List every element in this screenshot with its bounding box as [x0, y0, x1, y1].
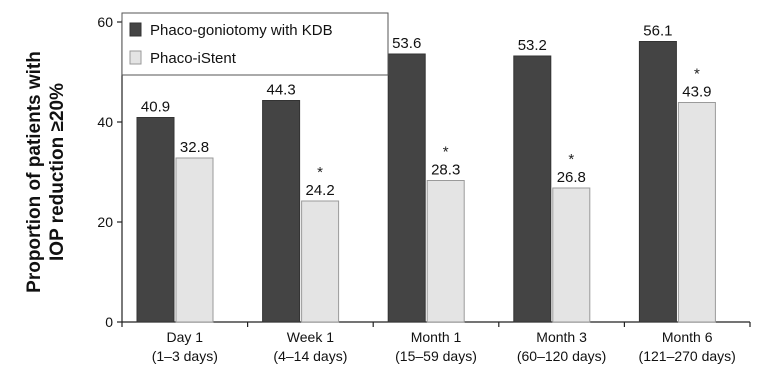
bar-kdb: [638, 41, 677, 323]
legend: Phaco-goniotomy with KDB Phaco-iStent: [121, 12, 389, 76]
y-tick-label: 20: [97, 214, 113, 230]
x-tick-label-line: Week 1: [287, 329, 334, 345]
value-label-kdb: 56.1: [643, 23, 672, 40]
x-tick-label-line: (15–59 days): [395, 348, 477, 364]
y-axis-title: Proportion of patients with IOP reduction…: [24, 51, 68, 293]
significance-marker: *: [443, 144, 449, 161]
significance-marker: *: [694, 66, 700, 83]
x-tick-label-line: (121–270 days): [639, 348, 736, 364]
value-label-istent: 43.9: [682, 84, 711, 101]
x-tick-label: Month 3 (60–120 days): [517, 329, 607, 364]
y-axis-title-line: IOP reduction ≥20%: [47, 83, 68, 261]
x-tick-label: Day 1 (1–3 days): [152, 329, 218, 364]
x-tick-label-line: (1–3 days): [152, 348, 218, 364]
x-tick-label-line: (4–14 days): [273, 348, 347, 364]
significance-marker: *: [568, 151, 574, 168]
bar-istent: [175, 157, 214, 323]
bar-kdb: [387, 53, 426, 323]
legend-label-kdb: Phaco-goniotomy with KDB: [150, 22, 333, 39]
y-axis-label: Proportion of patients with IOP reduction…: [24, 51, 68, 293]
value-label-kdb: 44.3: [266, 82, 295, 99]
value-label-kdb: 53.6: [392, 35, 421, 52]
significance-marker: *: [317, 164, 323, 181]
legend-box: [121, 12, 389, 76]
bar-kdb: [262, 100, 301, 323]
legend-label-istent: Phaco-iStent: [150, 50, 237, 67]
bar-istent: [677, 102, 716, 323]
x-tick-label-line: Month 3: [536, 329, 587, 345]
value-labels: 40.932.844.324.2*53.628.3*53.226.8*56.14…: [141, 23, 712, 200]
x-tick-label: Month 1 (15–59 days): [395, 329, 477, 364]
bar-istent: [426, 180, 465, 323]
y-tick-label: 60: [97, 14, 113, 30]
value-label-kdb: 53.2: [518, 37, 547, 54]
x-tick-label: Month 6 (121–270 days): [639, 329, 736, 364]
value-label-istent: 26.8: [557, 169, 586, 186]
y-tick-label: 40: [97, 114, 113, 130]
bar-istent: [301, 200, 340, 323]
value-label-istent: 32.8: [180, 139, 209, 156]
value-label-kdb: 40.9: [141, 99, 170, 116]
y-tick-label: 0: [105, 314, 113, 330]
y-axis-title-line: Proportion of patients with: [24, 51, 45, 293]
value-label-istent: 28.3: [431, 162, 460, 179]
x-tick-label-line: Day 1: [167, 329, 204, 345]
x-tick-label-line: Month 1: [411, 329, 462, 345]
value-label-istent: 24.2: [305, 182, 334, 199]
x-tick-label: Week 1 (4–14 days): [273, 329, 347, 364]
bars: [136, 41, 716, 323]
bar-kdb: [513, 55, 552, 323]
legend-swatch-istent: [129, 50, 142, 65]
legend-swatch-kdb: [129, 22, 142, 37]
x-tick-label-line: Month 6: [662, 329, 713, 345]
bar-kdb: [136, 117, 175, 323]
bar-istent: [552, 187, 591, 323]
x-tick-labels: Day 1 (1–3 days) Week 1 (4–14 days) Month 1 (…: [152, 329, 736, 364]
x-tick-label-line: (60–120 days): [517, 348, 607, 364]
